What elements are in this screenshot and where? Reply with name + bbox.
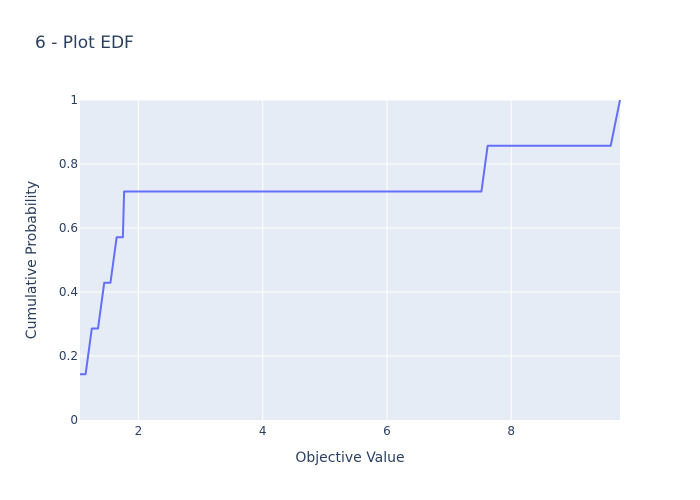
y-tick-label: 1	[70, 93, 78, 107]
tick-layer: 2 4 6 8 0 0.2 0.4 0.6 0.8 1	[59, 93, 515, 438]
y-tick-label: 0.4	[59, 285, 78, 299]
chart-title: 6 - Plot EDF	[35, 33, 134, 53]
edf-line	[80, 99, 621, 376]
x-tick-label: 8	[507, 424, 515, 438]
x-tick-label: 4	[259, 424, 267, 438]
series-layer	[80, 99, 621, 376]
x-tick-label: 2	[135, 424, 143, 438]
y-tick-label: 0.8	[59, 157, 78, 171]
x-axis-title: Objective Value	[295, 450, 404, 466]
plot-area	[80, 100, 620, 420]
grid-layer	[80, 99, 620, 420]
x-tick-label: 6	[383, 424, 391, 438]
y-tick-label: 0.6	[59, 221, 78, 235]
y-axis-title: Cumulative Probability	[24, 181, 40, 339]
y-tick-label: 0.2	[59, 349, 78, 363]
y-tick-label: 0	[70, 413, 78, 427]
